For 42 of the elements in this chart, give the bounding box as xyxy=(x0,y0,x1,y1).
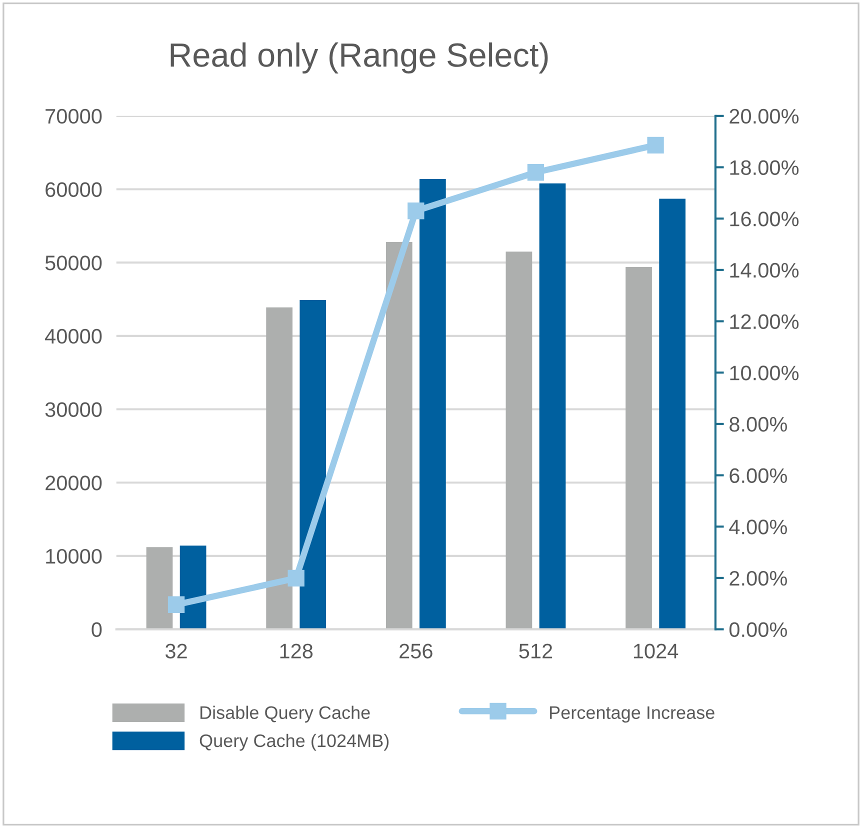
y-tick-label: 20000 xyxy=(46,476,102,490)
y2-tick-label: 2.00% xyxy=(730,570,787,586)
x-tick-label: 128 xyxy=(280,644,313,658)
point xyxy=(408,202,424,220)
bar xyxy=(420,178,446,630)
y2-tick-label: 6.00% xyxy=(730,468,787,484)
y-tick-label: 30000 xyxy=(45,402,102,418)
bar xyxy=(659,198,686,630)
y2-tick-label: 14.00% xyxy=(730,262,799,278)
point xyxy=(647,136,664,154)
x-tick-label: 256 xyxy=(400,644,432,658)
point xyxy=(527,164,544,181)
y-tick-label: 10000 xyxy=(46,548,102,564)
bar xyxy=(386,242,412,630)
x-tick-label: 32 xyxy=(165,644,187,658)
bar xyxy=(506,252,532,630)
point xyxy=(288,570,304,587)
y2-tick-label: 8.00% xyxy=(730,416,787,432)
x-tick-label: 512 xyxy=(519,644,552,658)
y2-tick-label: 20.00% xyxy=(730,108,799,124)
bar xyxy=(539,183,566,630)
y-tick-label: 60000 xyxy=(46,182,102,198)
x-tick-label: 1024 xyxy=(634,644,678,658)
bar xyxy=(300,300,326,630)
y2-tick-label: 0.00% xyxy=(729,622,787,638)
legend-label: Query Cache (1024MB) xyxy=(200,734,389,751)
y2-tick-label: 18.00% xyxy=(730,160,799,176)
chart-title: Read only (Range Select) xyxy=(170,42,548,74)
y-tick-label: 50000 xyxy=(45,256,102,270)
y-tick-label: 70000 xyxy=(46,108,102,124)
y2-tick-label: 10.00% xyxy=(730,366,799,380)
bar xyxy=(266,307,292,630)
point xyxy=(168,596,185,613)
y-tick-label: 40000 xyxy=(45,328,102,344)
bar xyxy=(626,266,652,630)
y2-tick-label: 12.00% xyxy=(730,314,799,330)
y-tick-label: 0 xyxy=(92,622,102,638)
y2-tick-label: 4.00% xyxy=(729,520,787,534)
y2-tick-label: 16.00% xyxy=(730,212,799,226)
legend-label: Disable Query Cache xyxy=(200,706,370,723)
legend-label: Percentage Increase xyxy=(550,706,714,723)
bar xyxy=(146,547,173,630)
